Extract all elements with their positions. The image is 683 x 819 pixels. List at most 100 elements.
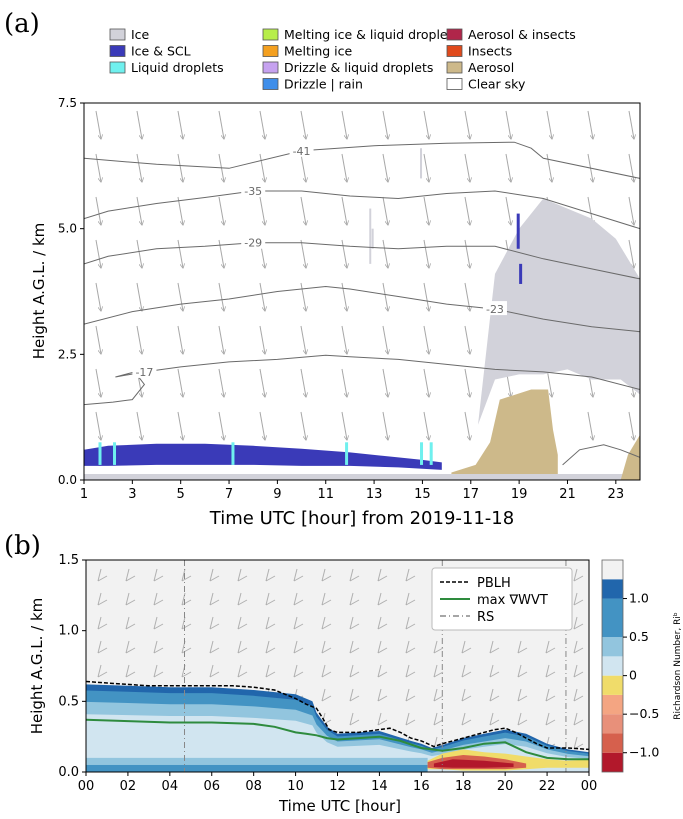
contour-label: -35 <box>244 185 262 198</box>
wind-barb <box>377 664 388 678</box>
contour-label-bg <box>289 142 314 157</box>
wind-arrow <box>95 153 101 182</box>
wind-barb <box>489 640 500 654</box>
x-tick-label: 10 <box>287 779 304 794</box>
wind-arrow <box>382 153 388 182</box>
wind-barb <box>461 712 472 726</box>
wind-arrow <box>218 282 224 311</box>
wind-arrow <box>300 110 306 139</box>
wind-barb <box>349 616 360 630</box>
wind-arrow <box>628 110 634 139</box>
wind-arrow <box>259 325 265 354</box>
legend-label: Aerosol & insects <box>468 27 576 42</box>
panel-b-chart: 00 02 04 06 08 10 12 14 16 18 20 22 00 0.00.51.01.5 … <box>28 553 683 815</box>
panel-a-temperature-contours: -41 -35 -29 -23 -17 <box>84 141 640 466</box>
wind-arrow <box>341 368 347 397</box>
colorbar-tick-label: 0.5 <box>629 629 649 644</box>
legend-label: Drizzle & liquid droplets <box>284 60 433 75</box>
wind-arrow <box>177 282 183 311</box>
x-tick-label: 17 <box>463 487 480 502</box>
wind-barb <box>293 640 304 654</box>
legend-label: Ice <box>131 27 150 42</box>
wind-barb <box>125 640 136 654</box>
wind-barb <box>265 640 276 654</box>
wind-arrow <box>177 153 183 182</box>
wind-arrow <box>423 196 429 225</box>
wind-arrow <box>587 110 593 139</box>
wind-arrow <box>136 110 142 139</box>
panel-b-colorbar: 1.0 0.5 0 −0.5 −1.0 Richardson Number, Riᵇ <box>601 559 683 773</box>
x-tick-label: 00 <box>581 779 598 794</box>
wind-arrow <box>177 368 183 397</box>
wind-barb <box>545 640 556 654</box>
wind-barb <box>461 664 472 678</box>
colorbar-tick-label: 0 <box>629 668 637 683</box>
wind-arrow <box>300 196 306 225</box>
colorbar-segment <box>602 656 623 676</box>
wind-arrow <box>95 196 101 225</box>
region-ice <box>84 474 640 480</box>
wind-arrow <box>259 196 265 225</box>
colorbar-segment <box>602 579 623 599</box>
panel-b-richardson-field <box>86 684 589 772</box>
contour-label: -29 <box>244 237 262 250</box>
wind-barb <box>545 664 556 678</box>
y-tick-label: 5.0 <box>58 222 77 236</box>
wind-barb <box>237 616 248 630</box>
wind-arrow <box>300 325 306 354</box>
wind-barb <box>153 640 164 654</box>
wind-barb <box>97 664 108 678</box>
contour-label: -41 <box>293 145 311 158</box>
wind-arrow <box>546 153 552 182</box>
wind-arrow <box>300 411 306 440</box>
panel-a-x-ticks: 1 3 5 7 9 11 13 15 17 19 21 23 <box>80 480 624 502</box>
liquid-streak <box>429 442 433 465</box>
wind-barb <box>489 688 500 702</box>
panel-a-chart: -41-35-29-23-17 1 3 5 7 9 11 13 15 17 19 21 23 0.02… <box>30 27 641 529</box>
wind-arrow <box>382 325 388 354</box>
wind-arrow <box>177 411 183 440</box>
legend-label: max ∇WVT <box>477 593 548 608</box>
temperature-contour <box>84 354 640 406</box>
wind-barb <box>489 712 500 726</box>
colorbar-segment <box>602 733 623 753</box>
liquid-streak <box>98 442 102 465</box>
wind-barb <box>125 568 136 582</box>
contour-label-bg <box>482 301 507 316</box>
wind-arrow <box>423 368 429 397</box>
wind-arrow <box>341 196 347 225</box>
wind-arrow <box>423 153 429 182</box>
wind-barb <box>181 616 192 630</box>
panel-b-ylabel: Height A.G.L. / km <box>28 598 46 735</box>
wind-arrow <box>423 325 429 354</box>
wind-barb <box>321 640 332 654</box>
x-tick-label: 06 <box>203 779 220 794</box>
y-tick-label: 2.5 <box>58 347 77 361</box>
wind-barb <box>377 712 388 726</box>
ice-streak <box>371 228 374 249</box>
wind-barb <box>181 568 192 582</box>
wind-arrow <box>136 196 142 225</box>
x-tick-label: 04 <box>162 779 179 794</box>
wind-arrow <box>136 239 142 268</box>
colorbar-tick-label: 1.0 <box>629 591 649 606</box>
wind-barb <box>573 712 584 726</box>
x-tick-label: 22 <box>539 779 556 794</box>
y-tick-label: 7.5 <box>58 96 77 110</box>
wind-barb <box>153 592 164 606</box>
colorbar-label: Richardson Number, Riᵇ <box>673 612 683 720</box>
temperature-contour <box>84 285 640 333</box>
wind-barb <box>573 592 584 606</box>
x-tick-label: 13 <box>366 487 383 502</box>
wind-barb <box>321 568 332 582</box>
wind-barb <box>377 568 388 582</box>
x-tick-label: 21 <box>559 487 576 502</box>
legend-swatch <box>262 45 279 57</box>
wind-arrow <box>341 325 347 354</box>
wind-arrow <box>177 110 183 139</box>
wind-barb <box>461 688 472 702</box>
contour-label-bg <box>132 363 157 378</box>
wind-barb <box>125 664 136 678</box>
wind-arrow <box>464 368 470 397</box>
